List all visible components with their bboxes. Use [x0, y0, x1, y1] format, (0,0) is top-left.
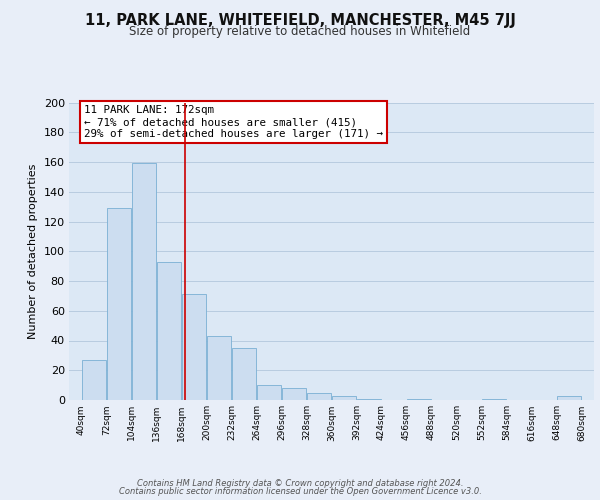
- Text: Contains HM Land Registry data © Crown copyright and database right 2024.: Contains HM Land Registry data © Crown c…: [137, 478, 463, 488]
- Bar: [82, 360, 106, 400]
- Text: Size of property relative to detached houses in Whitefield: Size of property relative to detached ho…: [130, 25, 470, 38]
- Bar: [557, 396, 581, 400]
- Bar: [207, 336, 231, 400]
- Bar: [282, 388, 306, 400]
- Bar: [307, 392, 331, 400]
- Bar: [132, 164, 156, 400]
- Bar: [257, 385, 281, 400]
- Bar: [407, 398, 431, 400]
- Bar: [182, 294, 206, 400]
- Bar: [232, 348, 256, 400]
- Bar: [157, 262, 181, 400]
- Y-axis label: Number of detached properties: Number of detached properties: [28, 164, 38, 339]
- Text: 11, PARK LANE, WHITEFIELD, MANCHESTER, M45 7JJ: 11, PARK LANE, WHITEFIELD, MANCHESTER, M…: [85, 12, 515, 28]
- Bar: [107, 208, 131, 400]
- Text: Contains public sector information licensed under the Open Government Licence v3: Contains public sector information licen…: [119, 487, 481, 496]
- Bar: [357, 398, 381, 400]
- Bar: [482, 398, 506, 400]
- Text: 11 PARK LANE: 172sqm
← 71% of detached houses are smaller (415)
29% of semi-deta: 11 PARK LANE: 172sqm ← 71% of detached h…: [84, 106, 383, 138]
- Bar: [332, 396, 356, 400]
